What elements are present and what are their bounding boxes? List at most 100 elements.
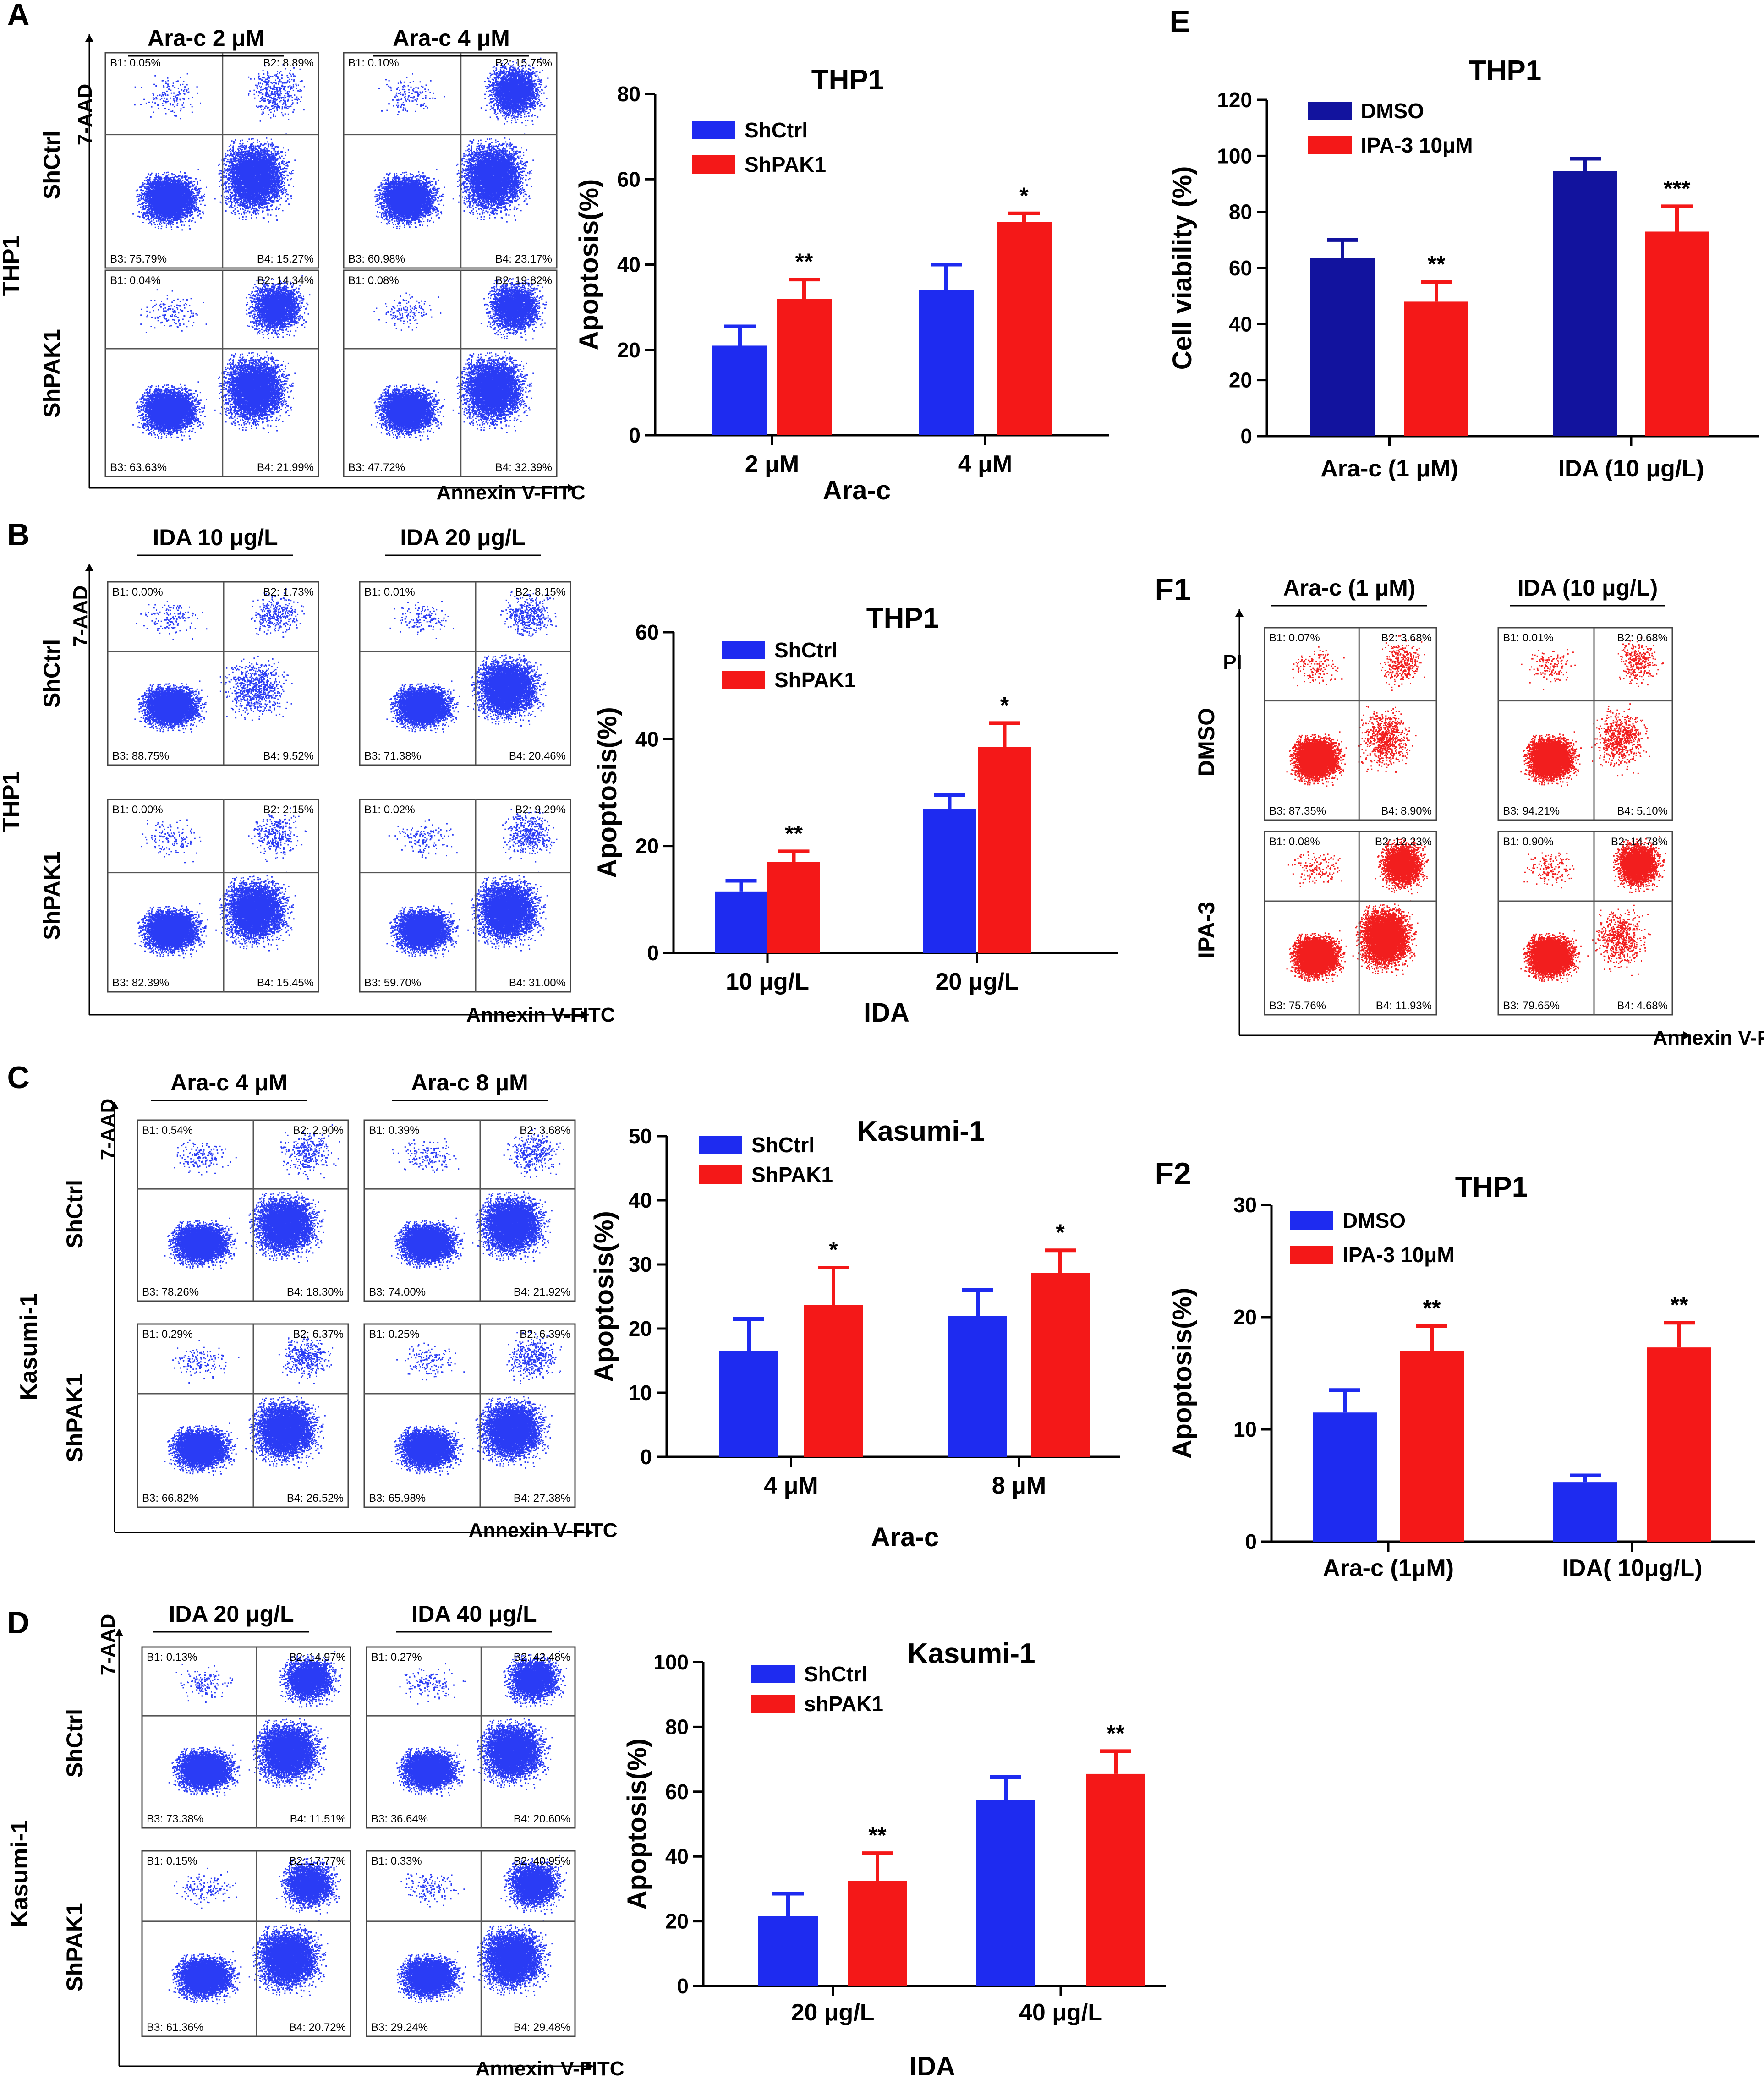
x-tick-label: 2 μM bbox=[745, 451, 800, 477]
significance-label: ** bbox=[1671, 1292, 1688, 1318]
flow-plot: B1: 0.90% B2: 14.78% B3: 79.65% B4: 4.68% bbox=[1497, 831, 1673, 1016]
quadrant-b4-label: B4: 11.93% bbox=[1376, 1000, 1432, 1012]
condition-header: IDA 20 μg/L bbox=[169, 1601, 294, 1627]
y-tick-label: 20 bbox=[1229, 368, 1252, 392]
flow-plot: B1: 0.00% B2: 2.15% B3: 82.39% B4: 15.45% bbox=[107, 799, 319, 993]
quadrant-b3-label: B3: 61.36% bbox=[147, 2021, 203, 2034]
x-axis-marker-label: Annexin V-FITC bbox=[468, 1519, 617, 1542]
x-tick-label: 20 μg/L bbox=[935, 968, 1019, 995]
quadrant-b1-label: B1: 0.01% bbox=[1503, 632, 1554, 644]
quadrant-b2-label: B2: 9.29% bbox=[515, 804, 566, 816]
bar-shctrl bbox=[758, 1916, 818, 1986]
flow-panel-d: B1: 0.13% B2: 14.97%B3: 73.38% B4: 11.51%B… bbox=[6, 1601, 625, 2079]
legend-swatch bbox=[1308, 136, 1352, 154]
bar-chart-e: 0 20 40 60 80 100 120 Ara-c (1 μM) IDA (10 μg/L)… bbox=[1167, 55, 1759, 482]
y-tick-label: 40 bbox=[629, 1188, 652, 1212]
quadrant-b2-label: B2: 2.90% bbox=[293, 1124, 344, 1137]
bar-dmso bbox=[1553, 171, 1617, 437]
bar-ipa-3-10-m bbox=[1400, 1351, 1464, 1542]
legend-label: IPA-3 10μM bbox=[1342, 1243, 1455, 1267]
significance-label: ** bbox=[1423, 1296, 1441, 1321]
bar-shctrl bbox=[715, 891, 767, 953]
chart-title: THP1 bbox=[1455, 1171, 1528, 1203]
quadrant-b1-label: B1: 0.02% bbox=[364, 804, 415, 816]
flow-plot: B1: 0.05% B2: 8.89% B3: 75.79% B4: 15.27% bbox=[104, 52, 319, 269]
y-tick-label: 30 bbox=[1233, 1193, 1257, 1217]
event-dots bbox=[371, 278, 547, 441]
x-axis-title: Ara-c bbox=[871, 1522, 939, 1552]
quadrant-b2-label: B2: 6.37% bbox=[293, 1328, 344, 1340]
arrow-head bbox=[586, 1528, 593, 1537]
quadrant-b4-label: B4: 21.99% bbox=[257, 461, 314, 474]
flow-plot: B1: 0.54% B2: 2.90% B3: 78.26% B4: 18.30% bbox=[137, 1119, 349, 1302]
y-tick-label: 20 bbox=[617, 338, 641, 362]
legend-label: ShCtrl bbox=[745, 118, 808, 142]
condition-header: IDA (10 μg/L) bbox=[1517, 575, 1658, 601]
quadrant-b1-label: B1: 0.08% bbox=[1269, 836, 1320, 848]
quadrant-b3-label: B3: 79.65% bbox=[1503, 1000, 1560, 1012]
quadrant-b4-label: B4: 26.52% bbox=[287, 1492, 344, 1505]
quadrant-b4-label: B4: 20.72% bbox=[289, 2021, 346, 2034]
quadrant-b2-label: B2: 3.68% bbox=[1381, 632, 1432, 644]
condition-header: Ara-c 4 μM bbox=[393, 25, 510, 51]
panel-letter-e: E bbox=[1169, 4, 1190, 39]
event-dots bbox=[134, 588, 305, 733]
y-tick-label: 40 bbox=[665, 1844, 689, 1868]
bar-dmso bbox=[1553, 1482, 1617, 1542]
x-tick-label: 4 μM bbox=[958, 451, 1013, 477]
flow-plot: B1: 0.08% B2: 12.23% B3: 75.76% B4: 11.93% bbox=[1264, 831, 1437, 1016]
y-tick-label: 20 bbox=[1233, 1305, 1257, 1329]
x-axis-title: Ara-c bbox=[823, 476, 891, 505]
bar-shpak1 bbox=[1031, 1273, 1090, 1457]
event-dots bbox=[164, 1336, 334, 1476]
y-axis-marker-label: PI bbox=[1223, 651, 1242, 673]
condition-header: IDA 10 μg/L bbox=[153, 525, 278, 550]
quadrant-b1-label: B1: 0.13% bbox=[147, 1651, 197, 1663]
cell-line-label: THP1 bbox=[0, 235, 25, 296]
cell-line-label: Kasumi-1 bbox=[16, 1293, 42, 1401]
flow-plot: B1: 0.10% B2: 15.75% B3: 60.98% B4: 23.17% bbox=[343, 52, 558, 269]
quadrant-b4-label: B4: 27.38% bbox=[514, 1492, 570, 1505]
chart-title: THP1 bbox=[866, 602, 939, 634]
y-tick-label: 0 bbox=[677, 1974, 689, 1998]
significance-label: * bbox=[829, 1237, 838, 1263]
plot-frame bbox=[104, 52, 319, 269]
y-tick-label: 100 bbox=[1217, 144, 1252, 168]
quadrant-b4-label: B4: 23.17% bbox=[495, 253, 552, 265]
x-tick-label: 4 μM bbox=[764, 1472, 818, 1499]
legend-swatch bbox=[751, 1665, 795, 1683]
quadrant-b3-label: B3: 71.38% bbox=[364, 750, 421, 762]
event-dots bbox=[1520, 637, 1664, 787]
legend-swatch bbox=[1308, 102, 1352, 120]
quadrant-b3-label: B3: 59.70% bbox=[364, 977, 421, 989]
flow-plot: B1: 0.39% B2: 3.68% B3: 74.00% B4: 21.92% bbox=[363, 1119, 576, 1302]
quadrant-b4-label: B4: 15.45% bbox=[257, 977, 314, 989]
significance-label: ** bbox=[1428, 252, 1446, 277]
quadrant-b4-label: B4: 11.51% bbox=[290, 1813, 346, 1825]
legend-swatch bbox=[722, 671, 765, 689]
quadrant-b2-label: B2: 14.97% bbox=[289, 1651, 346, 1663]
event-dots bbox=[1520, 836, 1666, 983]
legend-swatch bbox=[1290, 1211, 1333, 1230]
quadrant-b4-label: B4: 32.39% bbox=[495, 461, 552, 474]
row-label: IPA-3 bbox=[1194, 902, 1219, 958]
legend-label: ShCtrl bbox=[751, 1133, 815, 1157]
panel-letter-a: A bbox=[7, 0, 29, 32]
panel-letter-c: C bbox=[7, 1060, 29, 1095]
quadrant-b2-label: B2: 8.15% bbox=[515, 586, 566, 598]
legend-label: shPAK1 bbox=[804, 1692, 883, 1716]
chart-title: THP1 bbox=[1469, 55, 1541, 87]
quadrant-b2-label: B2: 12.23% bbox=[1375, 836, 1432, 848]
legend-label: ShCtrl bbox=[804, 1662, 867, 1686]
row-label: ShPAK1 bbox=[62, 1373, 88, 1462]
legend-label: IPA-3 10μM bbox=[1361, 133, 1473, 157]
arrow-head bbox=[586, 2062, 593, 2070]
quadrant-b4-label: B4: 31.00% bbox=[509, 977, 566, 989]
row-label: ShCtrl bbox=[39, 131, 65, 199]
flow-plot: B1: 0.13% B2: 14.97% B3: 73.38% B4: 11.51% bbox=[141, 1646, 351, 1829]
quadrant-b1-label: B1: 0.39% bbox=[369, 1124, 420, 1137]
quadrant-b2-label: B2: 2.15% bbox=[263, 804, 314, 816]
y-axis-marker-label: 7-AAD bbox=[97, 1614, 119, 1675]
plot-frame bbox=[107, 799, 319, 993]
significance-label: ** bbox=[795, 249, 813, 274]
